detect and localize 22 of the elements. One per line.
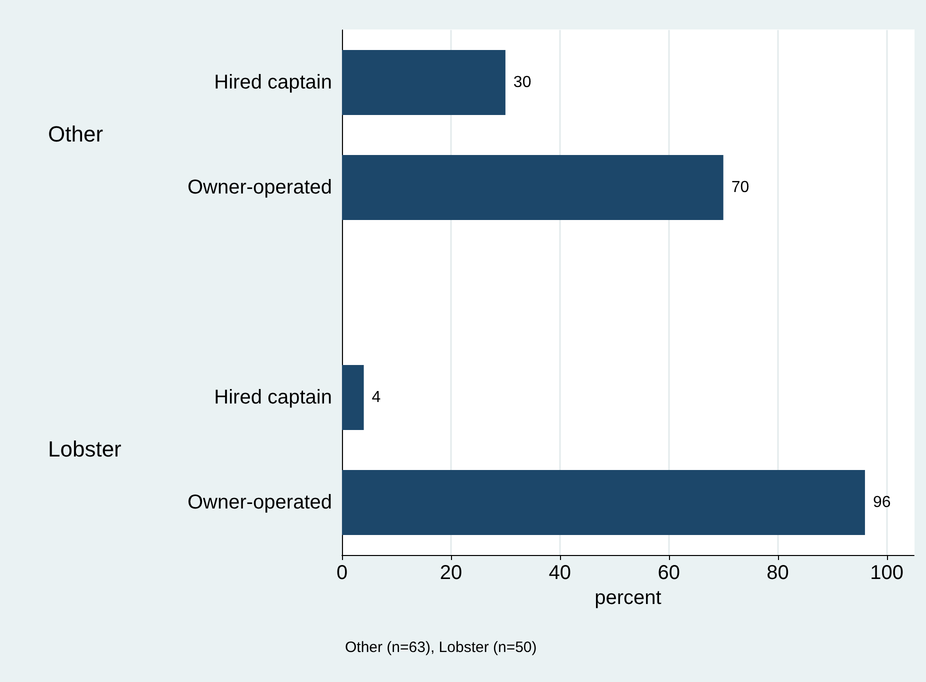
bar [342, 154, 724, 220]
text: Other (n=63), Lobster (n=50) [345, 639, 537, 656]
x-tick-label: 0 [336, 562, 348, 584]
y-tick-label: Hired captain [214, 386, 332, 408]
bar [342, 364, 364, 430]
y-tick-label: Hired captain [214, 72, 332, 94]
y-tick-label: Owner-operated [187, 492, 332, 514]
text: Lobster [48, 436, 122, 462]
y-tick-label: Owner-operated [187, 176, 332, 198]
data-label: 30 [513, 74, 532, 91]
data-label: 96 [872, 494, 891, 511]
data-label: 70 [731, 179, 750, 196]
bar [342, 470, 865, 536]
data-label: 4 [372, 389, 381, 406]
text: Other [48, 122, 104, 146]
x-tick-label: 20 [440, 562, 462, 584]
x-tick-label: 60 [658, 562, 680, 584]
x-tick-label: 100 [870, 562, 904, 584]
x-axis-title: percent [594, 586, 662, 609]
x-tick-label: 80 [766, 562, 789, 584]
bar [342, 50, 506, 116]
x-tick-label: 40 [548, 562, 572, 584]
